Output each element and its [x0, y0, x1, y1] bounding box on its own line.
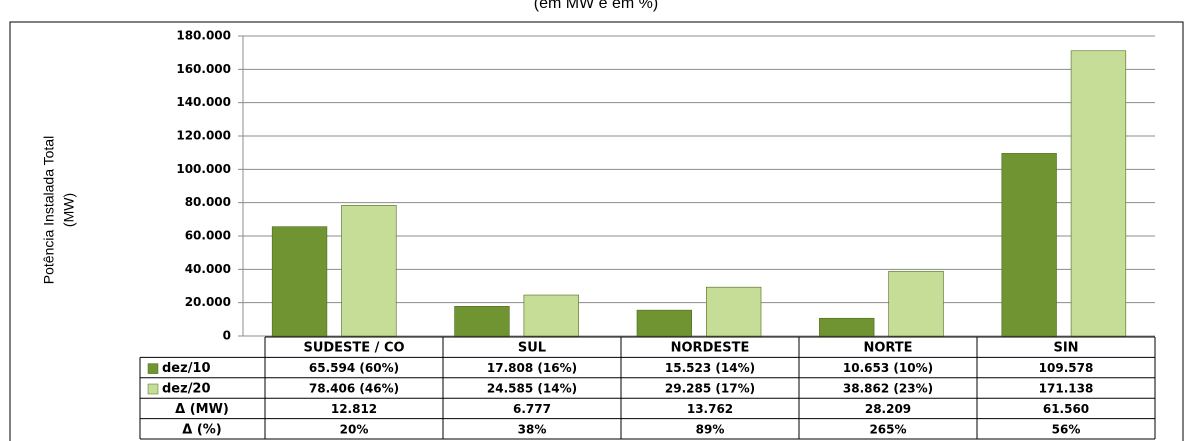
table-cell: 38.862 (23%): [843, 382, 933, 396]
y-tick-label: 40.000: [185, 262, 231, 276]
y-tick-label: 20.000: [185, 295, 231, 309]
y-tick-label: 120.000: [176, 129, 231, 143]
category-label: SIN: [1053, 341, 1078, 356]
bar: [271, 226, 328, 337]
table-cell: 65.594 (60%): [309, 361, 399, 375]
table-cell: 13.762: [687, 402, 733, 416]
category-label: NORDESTE: [671, 341, 750, 356]
y-tick-label: 80.000: [185, 195, 231, 209]
y-axis-label: Potência Instalada Total: [41, 136, 57, 284]
table-cell: 12.812: [331, 402, 377, 416]
table-cell: 265%: [869, 422, 906, 436]
category-label: SUDESTE / CO: [303, 341, 404, 356]
bar: [819, 317, 875, 337]
frame: [9, 21, 1184, 441]
table-cell: 78.406 (46%): [309, 382, 399, 396]
table-cell: 171.138: [1039, 382, 1094, 396]
table-cell: 24.585 (14%): [487, 382, 577, 396]
table-cell: 17.808 (16%): [487, 361, 577, 375]
table-cell: 6.777: [513, 402, 551, 416]
table-cell: 29.285 (17%): [665, 382, 755, 396]
bar: [341, 205, 397, 337]
table-cell: 38%: [518, 422, 547, 436]
y-tick-label: 60.000: [185, 229, 231, 243]
legend-swatch: [147, 383, 159, 395]
bar: [705, 286, 762, 337]
bar: [1070, 50, 1127, 337]
y-tick-label: 140.000: [176, 95, 231, 109]
y-tick-label: 160.000: [176, 62, 231, 76]
table-cell: 109.578: [1039, 361, 1094, 375]
bar: [888, 270, 944, 337]
table-cell: 10.653 (10%): [843, 361, 933, 375]
y-tick-label: 180.000: [176, 29, 231, 43]
category-label: SUL: [518, 341, 546, 356]
y-axis-unit: (MW): [61, 193, 77, 227]
table-cell: 20%: [340, 422, 369, 436]
bar: [636, 309, 693, 337]
table-cell: 15.523 (14%): [665, 361, 755, 375]
legend-label: dez/20: [162, 382, 211, 397]
table-cell: 89%: [696, 422, 725, 436]
bar: [1001, 153, 1057, 337]
table-cell: 28.209: [865, 402, 911, 416]
y-tick-label: 100.000: [176, 162, 231, 176]
bar: [454, 306, 510, 337]
chart-subtitle: (em MW e em %): [534, 0, 658, 12]
legend-swatch: [147, 363, 159, 374]
table-cell: 56%: [1052, 422, 1081, 436]
legend-label: dez/10: [162, 361, 211, 376]
row-label: Δ (%): [182, 422, 222, 437]
bar: [523, 294, 579, 337]
table-cell: 61.560: [1043, 402, 1089, 416]
row-label: Δ (MW): [175, 402, 229, 417]
category-label: NORTE: [863, 341, 912, 356]
y-tick-label: 0: [223, 329, 231, 343]
